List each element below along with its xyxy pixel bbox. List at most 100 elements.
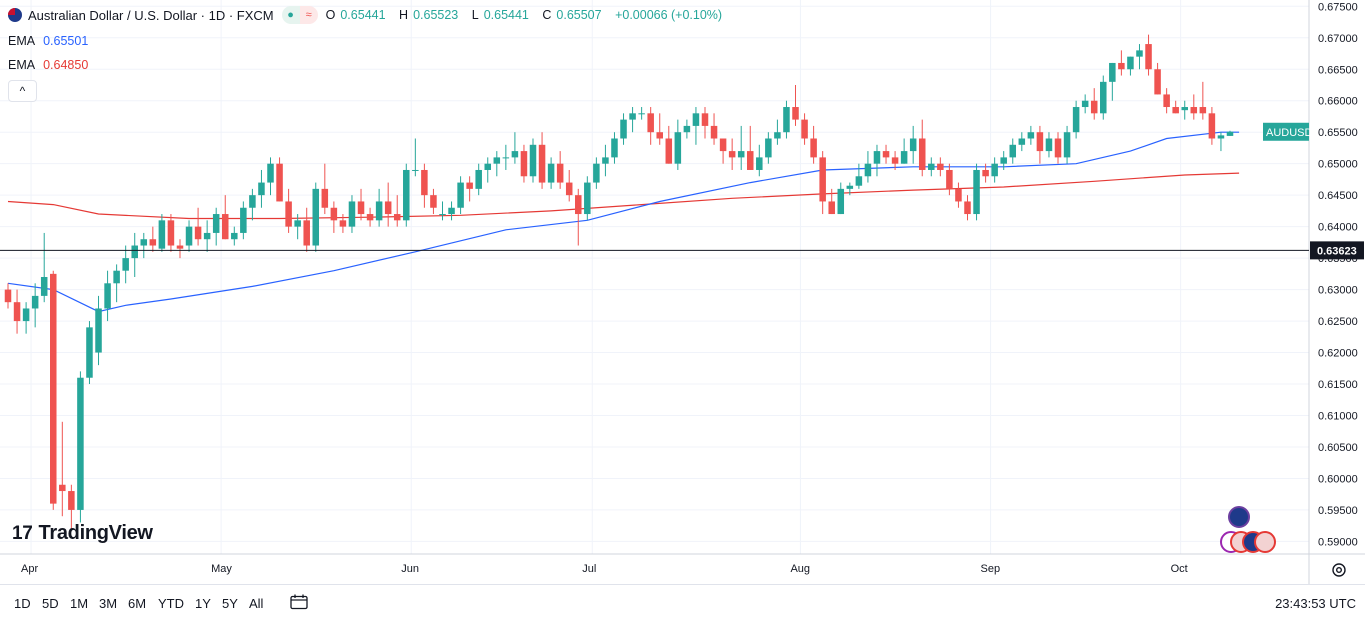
- candle-up: [203, 232, 211, 240]
- ema-fast-legend[interactable]: EMA 0.65501: [8, 34, 88, 48]
- candle-down: [384, 201, 392, 215]
- price-tick-label: 0.64500: [1318, 190, 1358, 202]
- candle-up: [683, 125, 691, 133]
- price-chart[interactable]: 0.67500 0.67000 0.66500 0.66000 0.65500 0.650…: [0, 0, 1365, 584]
- candle-up: [1045, 138, 1053, 152]
- high-label: H: [399, 8, 409, 22]
- candle-down: [746, 151, 754, 170]
- candle-down: [421, 169, 428, 196]
- candle-down: [393, 214, 401, 221]
- candle-up: [629, 113, 636, 120]
- candle-up: [593, 163, 600, 183]
- candle-up: [122, 258, 129, 271]
- candle-up: [403, 169, 410, 221]
- candle-down: [1054, 138, 1062, 158]
- candle-up: [348, 201, 356, 227]
- candle-down: [665, 138, 673, 164]
- crosshair-price-box: [1310, 241, 1364, 260]
- candle-up: [294, 220, 301, 227]
- bottom-toolbar: 1D 5D 1M 3M 6M YTD 1Y 5Y All 23:43:53 UT…: [0, 584, 1365, 623]
- candle-down: [1208, 113, 1216, 139]
- price-tick-label: 0.65500: [1318, 127, 1358, 139]
- time-axis-label: Oct: [1171, 563, 1188, 575]
- range-1y-button[interactable]: 1Y: [195, 596, 211, 611]
- usd-event-icon-2[interactable]: [1254, 531, 1276, 553]
- candle-down: [221, 214, 229, 240]
- symbol-tag-label: AUDUSD: [1266, 127, 1313, 139]
- time-axis-label: Sep: [981, 563, 1001, 575]
- candle-down: [194, 226, 202, 240]
- tradingview-logo[interactable]: 17 TradingView: [12, 522, 153, 545]
- candle-down: [792, 107, 799, 120]
- range-1m-button[interactable]: 1M: [70, 596, 89, 611]
- candle-down: [647, 113, 654, 133]
- utc-clock[interactable]: 23:43:53 UTC: [1275, 596, 1356, 611]
- range-1d-button[interactable]: 1D: [14, 596, 31, 611]
- candle-down: [1154, 69, 1161, 95]
- candle-up: [1217, 135, 1225, 139]
- candle-down: [59, 484, 66, 492]
- symbol-title[interactable]: Australian Dollar / U.S. Dollar · 1D · F…: [28, 7, 274, 23]
- price-tick-label: 0.63000: [1318, 285, 1358, 297]
- candle-up: [529, 144, 537, 177]
- aud-event-icon[interactable]: [1228, 506, 1250, 528]
- price-tick-label: 0.60500: [1318, 442, 1358, 454]
- candle-up: [674, 132, 682, 164]
- candle-down: [728, 151, 736, 158]
- time-axis-label: Aug: [790, 563, 810, 575]
- range-ytd-button[interactable]: YTD: [158, 596, 184, 611]
- candle-up: [312, 188, 320, 246]
- candle-down: [565, 182, 573, 196]
- low-label: L: [471, 8, 479, 22]
- candle-up: [475, 169, 482, 189]
- range-5d-button[interactable]: 5D: [42, 596, 59, 611]
- candle-up: [737, 151, 745, 158]
- range-6m-button[interactable]: 6M: [128, 596, 147, 611]
- candle-up: [502, 157, 510, 159]
- candle-up: [1072, 107, 1080, 133]
- candle-down: [276, 163, 283, 202]
- candle-up: [602, 157, 609, 164]
- date-range-calendar-icon[interactable]: [290, 594, 308, 610]
- market-open-icon: ●: [281, 6, 300, 24]
- open-value: 0.65441: [340, 8, 386, 22]
- ema-fast-line: [7, 131, 1240, 313]
- candle-up: [249, 195, 256, 208]
- candle-down: [50, 273, 57, 504]
- price-tick-label: 0.61000: [1318, 411, 1358, 423]
- candle-down: [430, 195, 437, 208]
- candle-down: [937, 163, 944, 170]
- range-5y-button[interactable]: 5Y: [222, 596, 238, 611]
- candle-down: [466, 182, 473, 189]
- candle-down: [656, 132, 663, 139]
- status-pill[interactable]: ● ≈: [281, 6, 318, 24]
- candle-down: [918, 138, 926, 170]
- candle-up: [991, 163, 998, 177]
- candle-down: [810, 138, 817, 158]
- candle-up: [158, 220, 166, 249]
- candle-up: [1181, 107, 1188, 111]
- candle-up: [973, 169, 980, 215]
- candle-up: [873, 151, 881, 164]
- time-axis-label: Jun: [401, 563, 419, 575]
- candle-down: [330, 207, 338, 221]
- candle-up: [611, 138, 618, 158]
- candle-up: [1063, 132, 1071, 158]
- candle-down: [357, 201, 365, 215]
- candle-up: [439, 214, 446, 216]
- settings-gear-icon[interactable]: [1330, 561, 1348, 579]
- range-3m-button[interactable]: 3M: [99, 596, 118, 611]
- candle-up: [375, 201, 383, 221]
- range-all-button[interactable]: All: [249, 596, 264, 611]
- collapse-legend-button[interactable]: ^: [8, 80, 37, 102]
- candle-up: [900, 151, 908, 164]
- candle-up: [547, 163, 555, 183]
- candle-down: [801, 119, 808, 139]
- candle-up: [846, 185, 854, 189]
- candle-up: [448, 207, 455, 215]
- candle-down: [1118, 62, 1125, 70]
- price-tick-label: 0.66000: [1318, 96, 1358, 108]
- ema-slow-legend[interactable]: EMA 0.64850: [8, 58, 88, 72]
- price-tick-label: 0.65000: [1318, 159, 1358, 171]
- candle-down: [303, 220, 310, 246]
